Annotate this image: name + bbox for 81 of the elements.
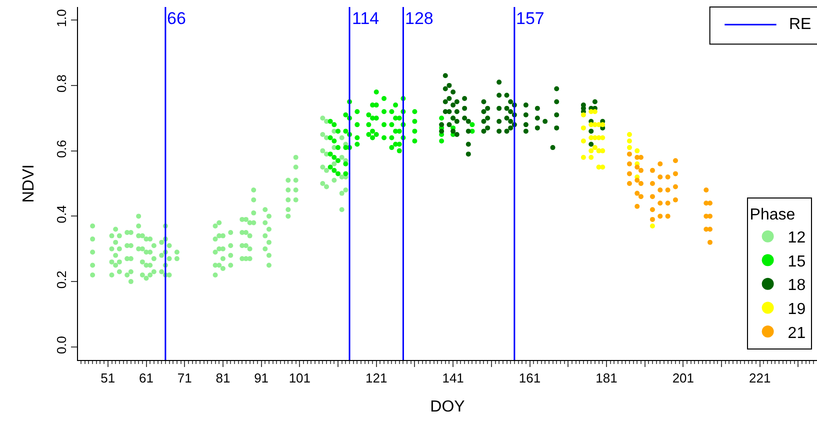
- point: [708, 226, 712, 232]
- point: [708, 200, 712, 206]
- ref-line-label: 66: [167, 9, 186, 28]
- point: [626, 138, 632, 144]
- x-tick-label: 161: [518, 370, 541, 386]
- point: [672, 171, 678, 176]
- x-tick-label: 181: [596, 370, 618, 386]
- point: [626, 171, 632, 176]
- point: [650, 207, 655, 212]
- ref-line-label: 114: [352, 9, 380, 28]
- annotation: RE: [789, 16, 812, 33]
- point: [588, 154, 594, 160]
- point: [638, 194, 644, 200]
- y-tick-label: 0.2: [54, 270, 69, 289]
- point: [580, 112, 586, 118]
- x-tick-label: 141: [442, 370, 464, 386]
- point: [650, 223, 655, 228]
- legend-label: 18: [788, 277, 806, 294]
- y-tick-label: 0.8: [54, 74, 69, 93]
- point: [580, 138, 586, 144]
- point: [650, 181, 655, 186]
- point: [634, 148, 640, 154]
- y-tick-label: 0.0: [54, 336, 69, 354]
- x-tick-label: 81: [216, 370, 230, 386]
- point: [588, 148, 594, 154]
- point: [665, 214, 670, 219]
- point: [658, 161, 663, 166]
- y-tick-label: 0.4: [54, 205, 69, 224]
- point: [634, 178, 640, 183]
- point: [650, 216, 655, 222]
- point: [638, 181, 644, 186]
- point: [600, 164, 606, 170]
- y-tick-label: 0.6: [54, 140, 69, 158]
- x-tick-label: 91: [254, 370, 269, 386]
- ref-line-label: 157: [516, 9, 544, 28]
- point: [626, 161, 632, 166]
- legend-label: 15: [788, 253, 806, 270]
- point: [650, 194, 655, 200]
- legend-title: Phase: [750, 206, 796, 224]
- point: [600, 122, 606, 128]
- point: [672, 184, 678, 190]
- point: [658, 214, 663, 219]
- y-tick-label: 1.0: [54, 9, 69, 28]
- x-tick-label: 221: [749, 370, 771, 386]
- point: [634, 164, 640, 170]
- point: [658, 188, 663, 193]
- point: [626, 181, 632, 186]
- point: [580, 125, 586, 130]
- point: [665, 188, 670, 193]
- point: [600, 135, 606, 140]
- point: [626, 152, 632, 157]
- point: [672, 158, 678, 164]
- x-tick-label: 61: [139, 370, 154, 386]
- x-tick-label: 201: [672, 370, 694, 386]
- ref-line-label: 128: [405, 9, 434, 28]
- legend-label: 12: [788, 230, 806, 247]
- point: [658, 174, 663, 180]
- x-tick-label: 101: [288, 370, 311, 386]
- y-axis-title: NDVI: [20, 164, 38, 203]
- point: [626, 145, 632, 150]
- point: [580, 154, 586, 160]
- point: [708, 214, 712, 219]
- point: [634, 204, 640, 209]
- x-tick-label: 51: [100, 370, 116, 386]
- point: [634, 190, 640, 196]
- point: [638, 168, 644, 173]
- point: [600, 148, 606, 154]
- point: [665, 174, 670, 180]
- x-axis-title: DOY: [430, 398, 466, 416]
- x-tick-label: 71: [177, 370, 192, 386]
- point: [592, 145, 598, 150]
- point: [665, 200, 670, 206]
- legend-label: 21: [788, 324, 806, 342]
- x-tick-label: 121: [366, 370, 388, 386]
- point: [704, 188, 709, 193]
- point: [650, 168, 655, 173]
- point: [626, 132, 632, 137]
- point: [672, 197, 678, 202]
- point: [708, 240, 712, 245]
- legend-label: 19: [788, 300, 806, 318]
- point: [658, 200, 663, 206]
